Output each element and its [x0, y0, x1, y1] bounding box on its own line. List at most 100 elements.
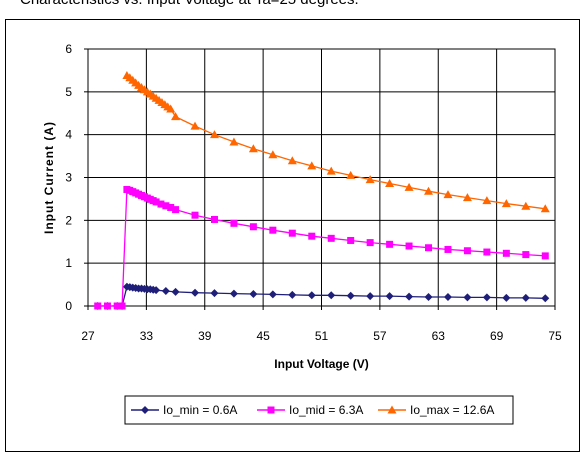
data-point — [347, 236, 355, 244]
x-tick-label: 57 — [373, 329, 387, 343]
data-point — [113, 302, 121, 310]
data-point — [365, 175, 375, 184]
data-point — [463, 293, 472, 302]
data-point — [118, 302, 126, 310]
data-point — [103, 302, 111, 310]
x-tick-label: 75 — [548, 329, 562, 343]
data-point — [191, 288, 200, 297]
data-point — [288, 290, 297, 299]
data-point — [210, 289, 219, 298]
data-point — [521, 201, 531, 210]
data-point — [483, 248, 491, 256]
data-point — [171, 287, 180, 296]
data-point — [288, 229, 296, 237]
data-point — [366, 239, 374, 247]
y-tick-label: 1 — [65, 256, 72, 270]
data-point — [172, 206, 180, 214]
x-tick-label: 51 — [315, 329, 329, 343]
data-point — [482, 293, 491, 302]
data-point — [248, 144, 258, 153]
data-point — [326, 166, 336, 175]
series-line — [126, 75, 546, 210]
data-point — [162, 202, 170, 210]
data-point — [386, 240, 394, 248]
data-point — [385, 292, 394, 301]
data-point — [346, 170, 356, 179]
data-point — [268, 150, 278, 159]
data-point — [157, 200, 165, 208]
legend-item: Io_min = 0.6A — [131, 403, 237, 417]
data-point — [307, 161, 317, 170]
data-point — [161, 287, 170, 296]
data-point — [501, 199, 511, 208]
data-point — [443, 190, 453, 199]
y-tick-label: 2 — [65, 213, 72, 227]
data-point — [229, 289, 238, 298]
data-point — [444, 245, 452, 253]
data-point — [229, 137, 239, 146]
data-point — [502, 293, 511, 302]
data-point — [209, 130, 219, 139]
data-point — [385, 178, 395, 187]
y-tick-label: 0 — [65, 299, 72, 313]
data-point — [541, 294, 550, 303]
legend-box — [124, 395, 514, 425]
data-point — [522, 251, 530, 259]
data-point — [191, 211, 199, 219]
data-point — [482, 196, 492, 205]
y-tick-label: 4 — [65, 128, 72, 142]
data-point — [249, 290, 258, 299]
data-point — [424, 186, 434, 195]
y-tick-label: 5 — [65, 85, 72, 99]
data-point — [366, 292, 375, 301]
legend-label: Io_min = 0.6A — [163, 403, 237, 417]
x-tick-label: 33 — [140, 329, 154, 343]
series-triangle — [122, 71, 550, 213]
series-layer — [93, 71, 550, 310]
x-tick-label: 39 — [198, 329, 212, 343]
y-tick-label: 3 — [65, 171, 72, 185]
data-point — [346, 291, 355, 300]
legend-label: Io_mid = 6.3A — [289, 403, 363, 417]
data-point — [249, 223, 257, 231]
data-point — [287, 156, 297, 165]
data-point — [540, 204, 550, 213]
x-tick-label: 63 — [432, 329, 446, 343]
data-point — [541, 252, 549, 260]
legend-item: Io_max = 12.6A — [378, 403, 494, 417]
grid — [88, 49, 555, 306]
y-tick-label: 6 — [65, 42, 72, 56]
legend: Io_min = 0.6A Io_mid = 6.3A Io_max = 12.6A — [124, 395, 514, 425]
chart-title: Characteristics vs. Input Voltage at Ta=… — [20, 0, 359, 8]
x-tick-label: 69 — [490, 329, 504, 343]
series-square — [94, 185, 549, 310]
data-point — [210, 215, 218, 223]
data-point — [268, 290, 277, 299]
legend-label: Io_max = 12.6A — [410, 403, 494, 417]
data-point — [424, 293, 433, 302]
x-tick-label: 45 — [256, 329, 270, 343]
data-point — [230, 219, 238, 227]
data-point — [307, 291, 316, 300]
data-point — [521, 293, 530, 302]
x-axis-title: Input Voltage (V) — [274, 357, 368, 371]
legend-swatch-marker — [141, 406, 149, 414]
data-point — [462, 193, 472, 202]
data-point — [443, 293, 452, 302]
legend-item: Io_mid = 6.3A — [257, 403, 363, 417]
data-point — [166, 104, 176, 113]
y-axis-title: Input Current (A) — [42, 121, 56, 234]
data-point — [152, 286, 161, 295]
data-point — [404, 182, 414, 191]
data-point — [502, 249, 510, 257]
data-point — [152, 198, 160, 206]
data-point — [171, 112, 181, 121]
data-point — [269, 226, 277, 234]
data-point — [94, 302, 102, 310]
data-point — [327, 291, 336, 300]
x-tick-label: 27 — [81, 329, 95, 343]
data-point — [167, 203, 175, 211]
data-point — [405, 292, 414, 301]
